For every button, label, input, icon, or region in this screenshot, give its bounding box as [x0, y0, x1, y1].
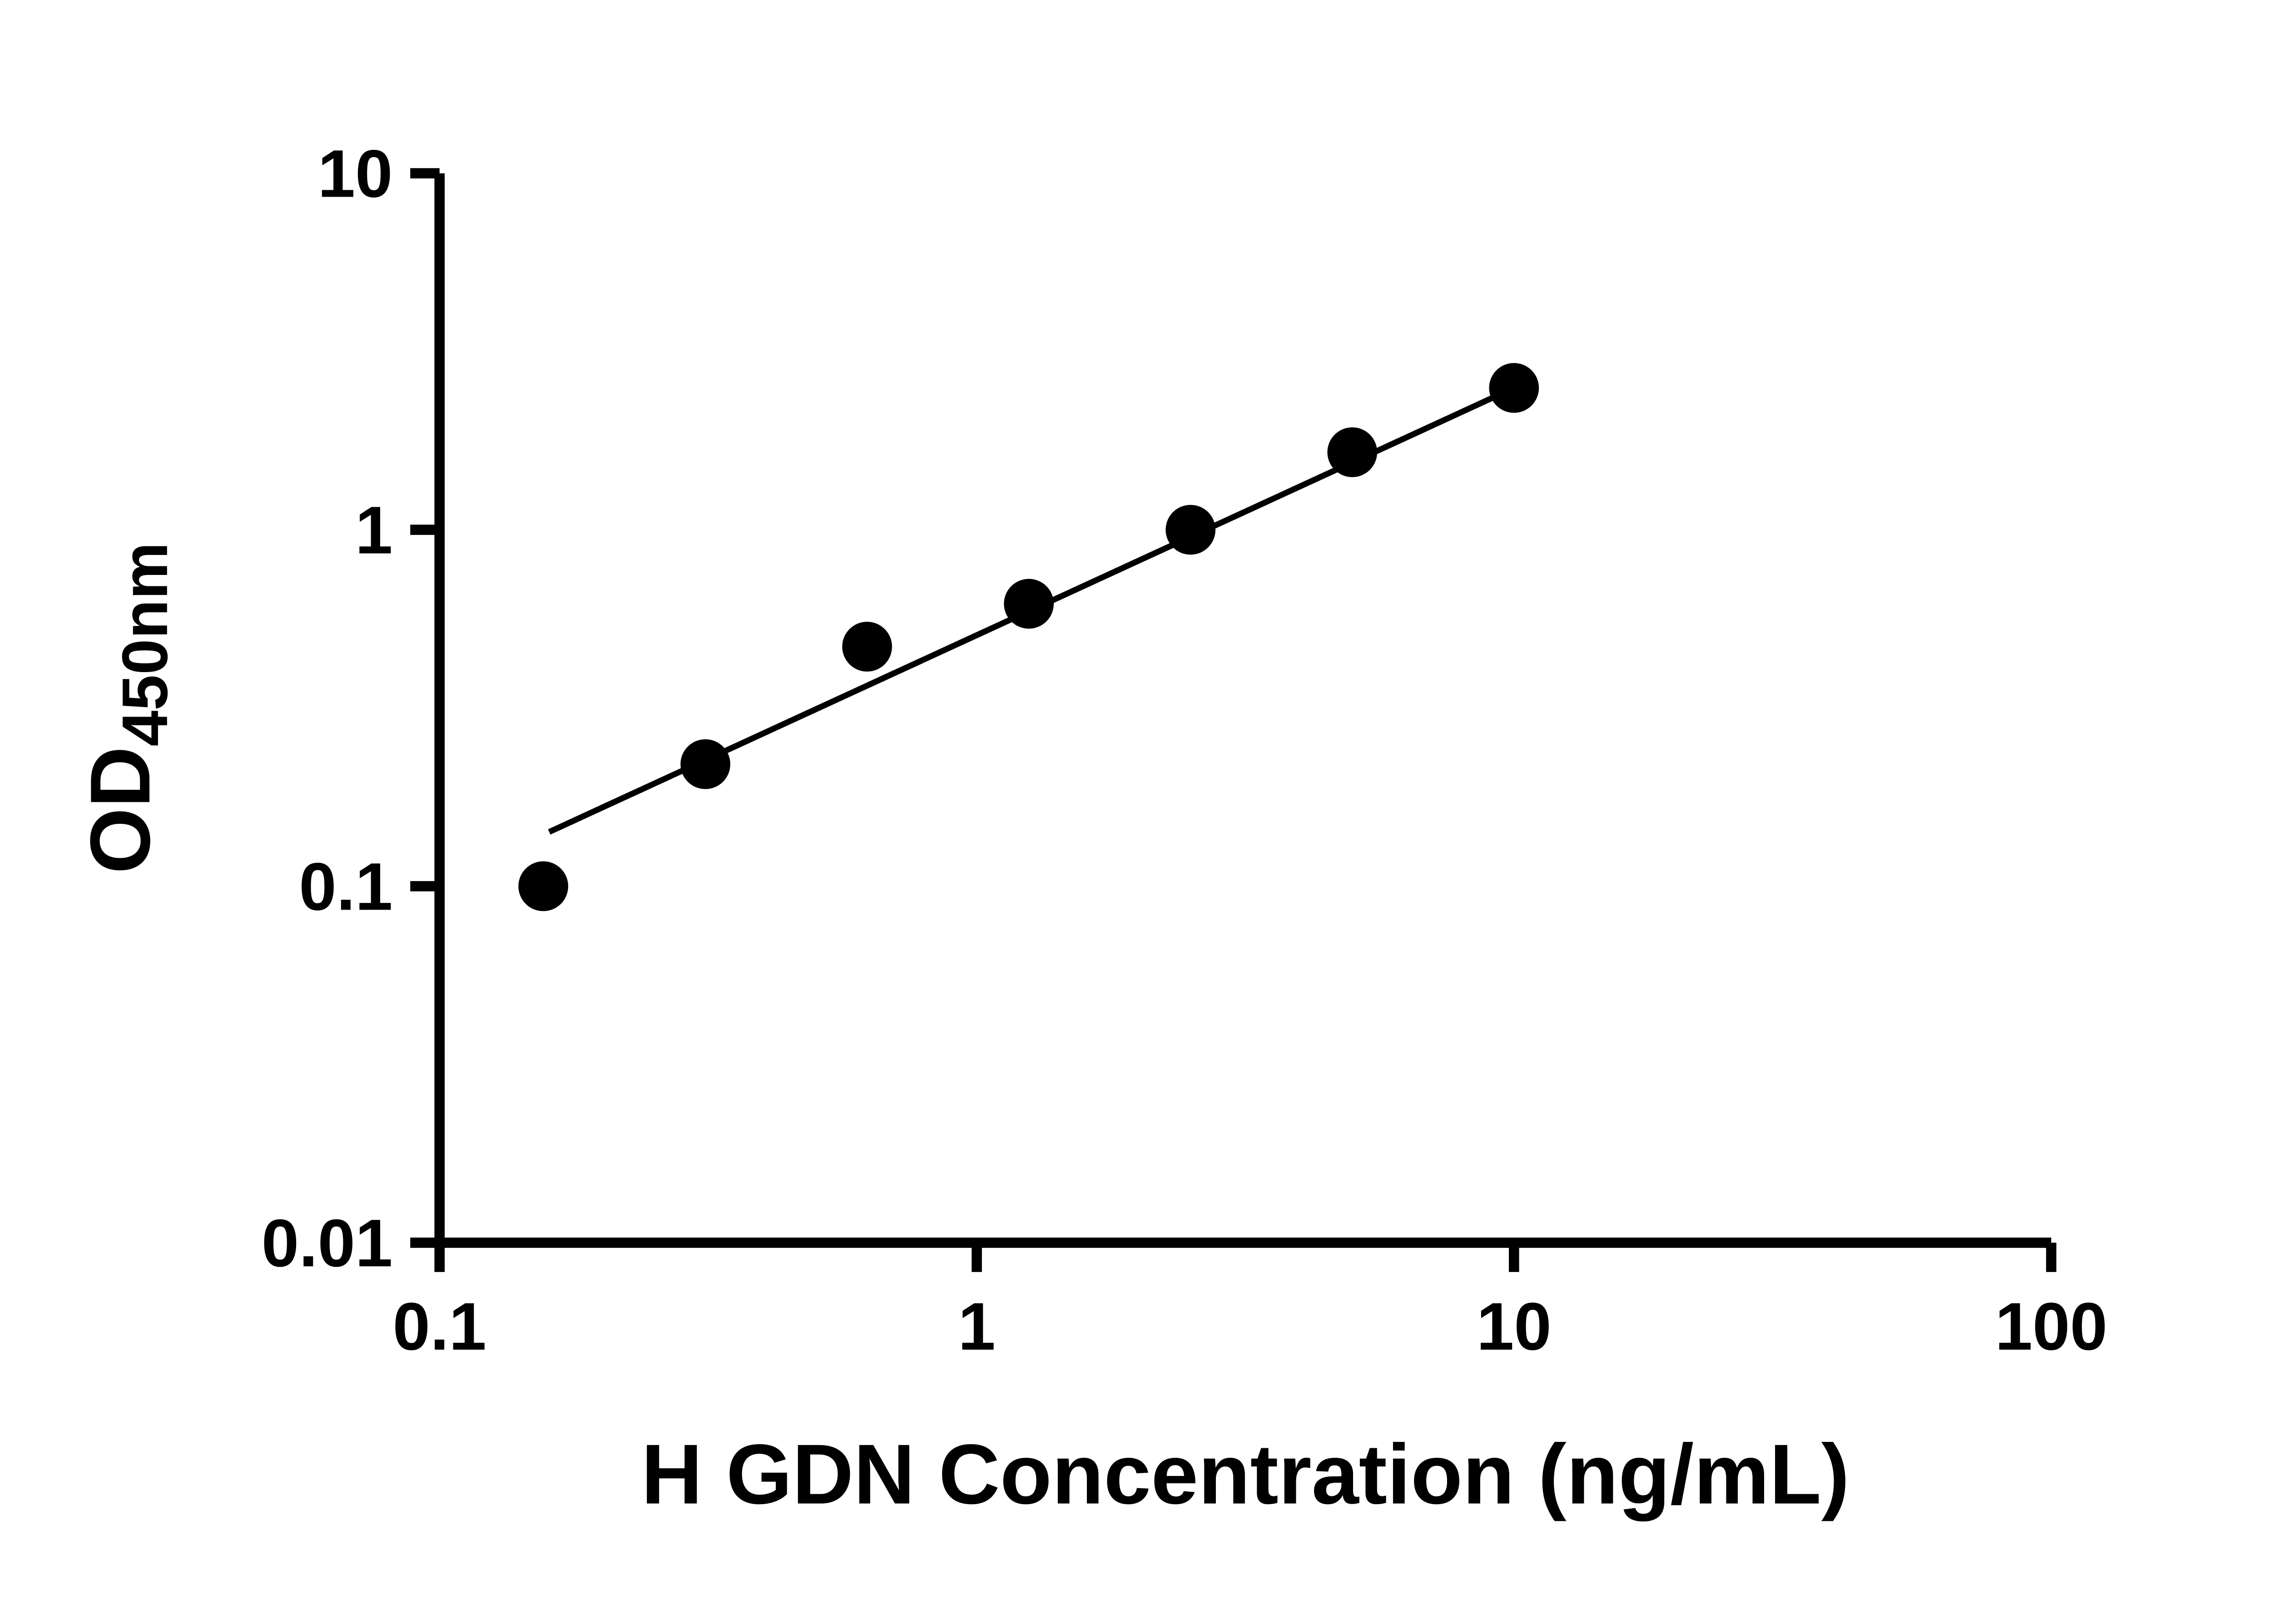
standard-curve-figure: 0.1 1 10 100 0.01 0.1 1 10 H GDN Concentration …: [0, 26, 2271, 1598]
y-tick-label: 1: [355, 493, 393, 568]
data-point: [518, 861, 569, 911]
x-tick-label: 10: [1477, 1289, 1552, 1364]
y-tick-label: 0.01: [262, 1206, 393, 1281]
data-point: [1327, 427, 1378, 477]
data-point: [842, 622, 892, 672]
data-point: [1004, 579, 1054, 629]
data-point: [1165, 505, 1216, 555]
x-tick-label: 100: [1995, 1289, 2107, 1364]
x-tick-label: 0.1: [393, 1289, 486, 1364]
y-tick-label: 10: [317, 136, 392, 211]
y-axis-label-subscript: 450nm: [109, 542, 181, 747]
x-tick-label: 1: [958, 1289, 996, 1364]
y-tick-label: 0.1: [299, 849, 392, 924]
data-point: [680, 739, 730, 789]
y-axis-label: OD450nm: [73, 542, 181, 874]
data-point: [1489, 363, 1539, 413]
x-axis-label: H GDN Concentration (ng/mL): [641, 1427, 1850, 1522]
y-axis-label-main: OD: [73, 746, 168, 874]
